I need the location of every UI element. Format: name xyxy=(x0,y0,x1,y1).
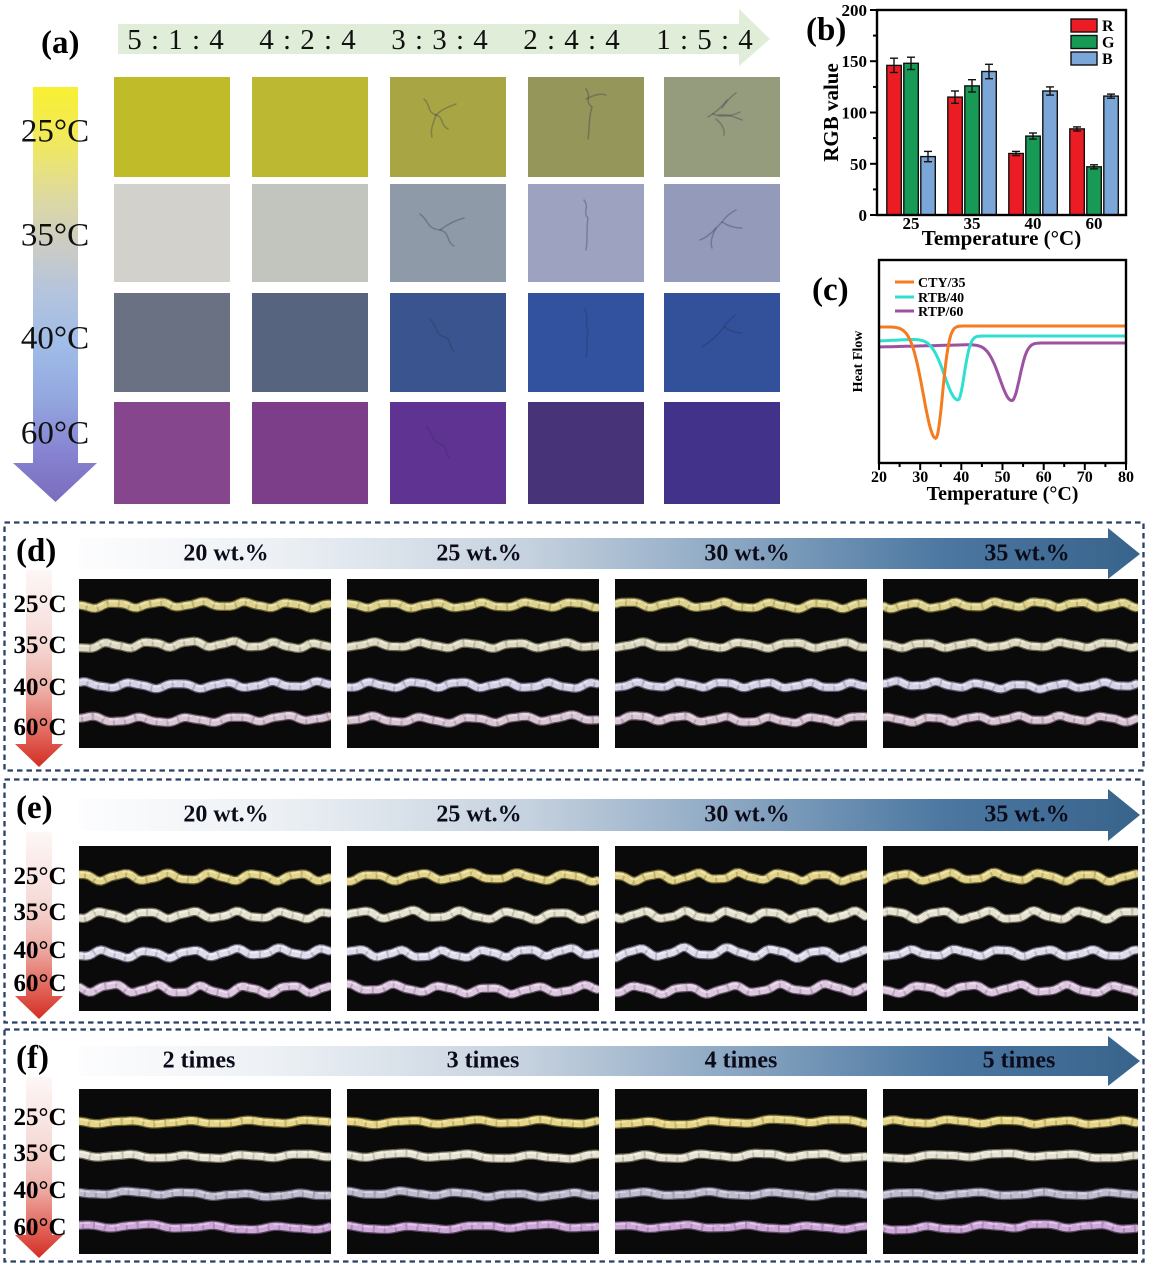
svg-text:40: 40 xyxy=(1025,214,1042,233)
svg-text:50: 50 xyxy=(995,469,1011,486)
svg-text:60: 60 xyxy=(1086,214,1103,233)
svg-text:Temperature (°C): Temperature (°C) xyxy=(927,483,1079,505)
svg-text:100: 100 xyxy=(842,104,868,123)
svg-text:B: B xyxy=(1102,51,1113,68)
svg-text:RGB value: RGB value xyxy=(819,63,843,162)
svg-text:80: 80 xyxy=(1118,469,1134,486)
svg-text:G: G xyxy=(1102,35,1115,52)
svg-text:40: 40 xyxy=(953,469,969,486)
svg-text:60: 60 xyxy=(1036,469,1052,486)
svg-text:RTP/60: RTP/60 xyxy=(918,305,963,320)
svg-text:Temperature (°C): Temperature (°C) xyxy=(922,226,1081,250)
svg-text:50: 50 xyxy=(850,155,867,174)
svg-text:35: 35 xyxy=(964,214,981,233)
svg-text:CTY/35: CTY/35 xyxy=(918,276,965,291)
svg-text:150: 150 xyxy=(842,52,868,71)
svg-text:30: 30 xyxy=(912,469,928,486)
svg-text:0: 0 xyxy=(859,206,868,225)
svg-text:200: 200 xyxy=(842,1,868,20)
svg-text:25: 25 xyxy=(903,214,920,233)
svg-text:70: 70 xyxy=(1077,469,1093,486)
svg-text:RTB/40: RTB/40 xyxy=(918,291,964,306)
svg-text:R: R xyxy=(1102,18,1114,35)
svg-text:20: 20 xyxy=(871,469,887,486)
svg-text:Heat Flow: Heat Flow xyxy=(851,330,866,393)
